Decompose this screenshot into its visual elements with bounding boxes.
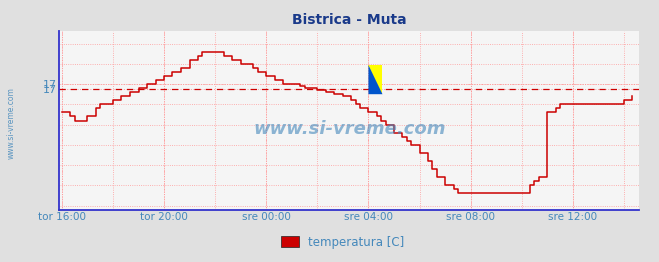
- Polygon shape: [368, 65, 382, 94]
- Text: www.si-vreme.com: www.si-vreme.com: [7, 87, 16, 159]
- Title: Bistrica - Muta: Bistrica - Muta: [292, 14, 407, 28]
- Legend: temperatura [C]: temperatura [C]: [276, 231, 409, 253]
- Polygon shape: [368, 65, 382, 94]
- Text: www.si-vreme.com: www.si-vreme.com: [253, 121, 445, 138]
